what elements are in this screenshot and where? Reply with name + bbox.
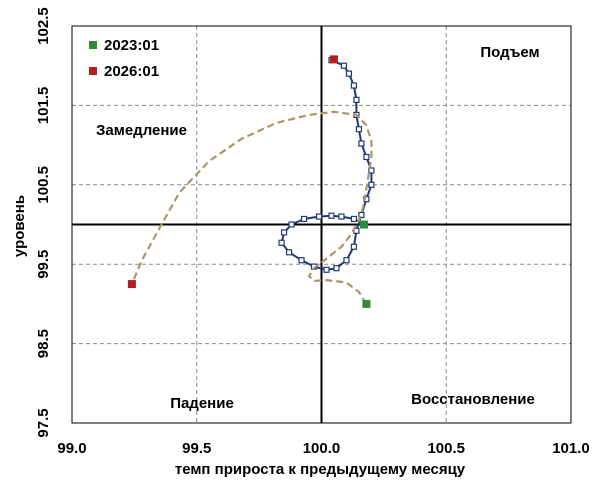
- series-0-point-23: [355, 126, 363, 133]
- series-0-point-3: [328, 212, 335, 219]
- legend-swatch-0: [89, 41, 97, 49]
- x-tick-label-0: 99.0: [57, 440, 86, 457]
- series-0-point-27: [345, 70, 353, 77]
- series-0-point-9: [285, 249, 293, 256]
- series-0-point-25: [353, 96, 360, 103]
- reference-lines: [72, 26, 571, 423]
- series-0-point-8: [278, 239, 285, 246]
- x-tick-label-1: 99.5: [182, 440, 211, 457]
- y-tick-label-4: 101.5: [35, 87, 52, 125]
- legend-swatch-1: [89, 67, 97, 75]
- y-tick-label-2: 99.5: [35, 250, 52, 279]
- y-tick-label-5: 102.5: [35, 7, 52, 45]
- series-0-point-13: [333, 265, 340, 272]
- series-0-point-22: [358, 140, 365, 147]
- series-0-point-21: [363, 153, 370, 161]
- quadrant-label-bottom-right: Восстановление: [411, 391, 535, 408]
- y-tick-label-1: 98.5: [35, 329, 52, 358]
- legend: 2023:01 2026:01: [89, 37, 159, 80]
- series-0-point-2: [338, 213, 345, 220]
- x-tick-label-2: 100.0: [303, 440, 341, 457]
- legend-label-1: 2026:01: [104, 63, 159, 80]
- x-axis-label: темп прироста к предыдущему месяцу: [175, 461, 466, 478]
- x-tick-label-3: 100.5: [427, 440, 465, 457]
- x-tick-label-4: 101.0: [552, 440, 590, 457]
- y-tick-label-0: 97.5: [35, 408, 52, 437]
- series-0-point-17: [358, 211, 365, 219]
- series-0-point-6: [288, 221, 295, 228]
- series-0-point-20: [368, 167, 375, 174]
- end-marker-0: [359, 220, 368, 229]
- end-marker-3: [127, 280, 136, 289]
- quadrant-label-top-left: Замедление: [96, 122, 187, 139]
- series-0-point-5: [300, 215, 308, 223]
- end-marker-1: [362, 299, 371, 308]
- series-line-1: [130, 110, 373, 305]
- series-line-0: [280, 59, 373, 271]
- series-0-point-26: [350, 82, 358, 89]
- series-0-point-4: [315, 213, 323, 220]
- end-marker-2: [329, 55, 338, 64]
- series-0-point-1: [350, 215, 358, 223]
- plot-frame: [71, 25, 572, 424]
- quadrant-label-bottom-left: Падение: [170, 395, 234, 412]
- y-axis-label: уровень: [11, 195, 28, 257]
- series-0-point-14: [343, 257, 350, 264]
- series-layer: [130, 57, 375, 305]
- series-0-point-10: [298, 257, 305, 264]
- series-0-point-7: [280, 229, 288, 236]
- series-0-point-15: [350, 243, 358, 250]
- end-markers: [127, 55, 371, 308]
- quadrant-label-top-right: Подъем: [480, 44, 539, 61]
- series-0-point-28: [340, 62, 348, 69]
- legend-label-0: 2023:01: [104, 37, 159, 54]
- series-0-point-19: [368, 181, 375, 188]
- tick-labels: 99.0 99.5 100.0 100.5 101.0 97.5 98.5 99.5 100.5…: [35, 7, 590, 457]
- y-tick-label-3: 100.5: [35, 166, 52, 204]
- series-0-point-12: [323, 266, 330, 273]
